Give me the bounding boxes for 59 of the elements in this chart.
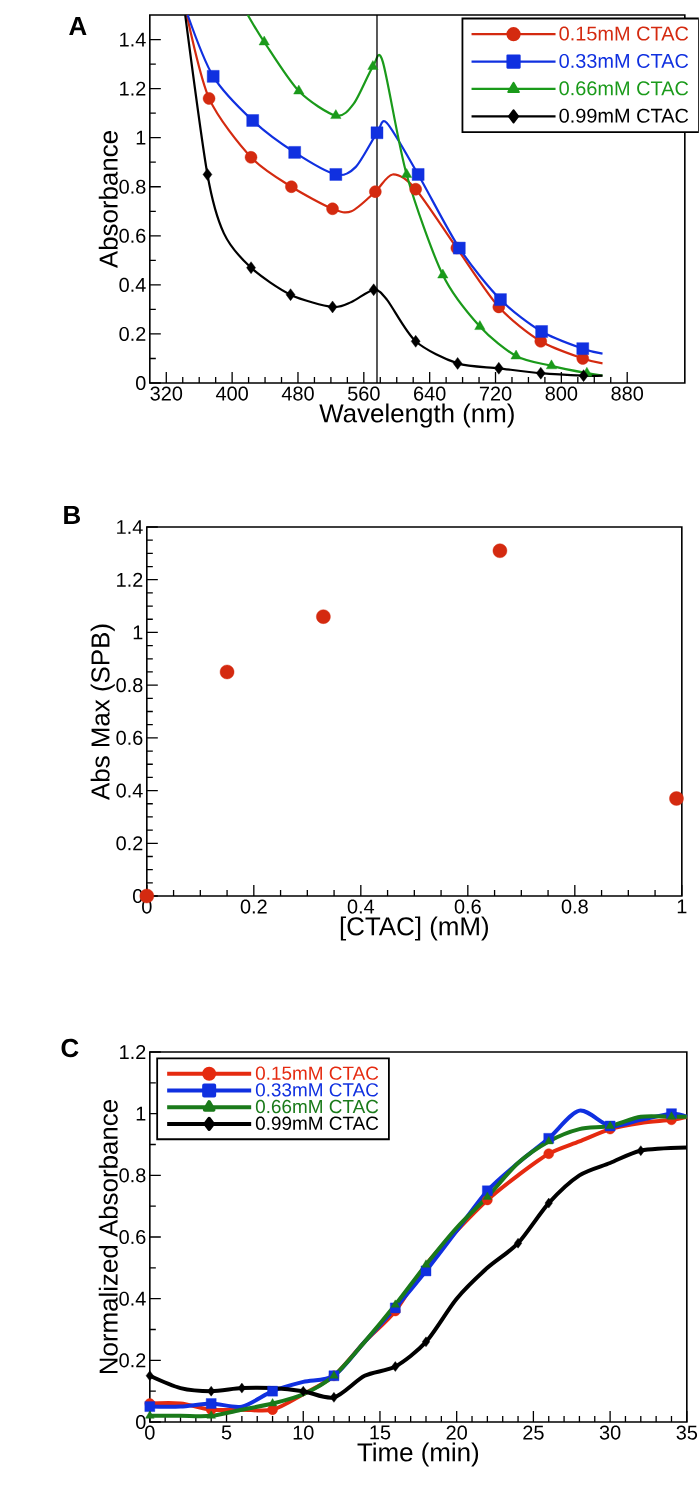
y-tick-label: 0.2	[116, 836, 143, 851]
legend-label: 0.33mM CTAC	[255, 1083, 379, 1097]
y-axis-title: Normalized Absorbance	[98, 1100, 118, 1374]
x-tick-label: 560	[348, 386, 380, 401]
y-tick-label: 0.4	[116, 783, 143, 798]
y-tick-label: 0.8	[119, 1168, 146, 1183]
x-tick-label: 0.4	[347, 899, 375, 914]
y-tick-label: 0.8	[116, 678, 143, 693]
x-tick-label: 25	[523, 1425, 544, 1440]
y-tick-label: 0.4	[119, 1291, 146, 1306]
y-tick-label: 1.4	[120, 32, 146, 47]
y-axis-title: Abs Max (SPB)	[90, 624, 115, 800]
legend-label: 0.66mM CTAC	[255, 1099, 379, 1114]
y-tick-label: 0.2	[119, 326, 146, 341]
x-tick-label: 0.8	[561, 899, 588, 914]
y-tick-label: 0.4	[119, 277, 146, 292]
legend-label: 0.33mM CTAC	[559, 53, 689, 68]
x-axis-title: Wavelength (nm)	[319, 403, 514, 428]
x-tick-label: 640	[414, 386, 446, 401]
text: A	[69, 17, 87, 35]
x-tick-label: 400	[216, 386, 249, 401]
text: B	[64, 506, 81, 524]
y-tick-label: 0.6	[119, 228, 146, 243]
y-tick-label: 0	[136, 375, 146, 391]
y-tick-label: 1	[136, 130, 146, 145]
y-tick-label: 1	[133, 625, 143, 640]
y-tick-label: 0	[136, 1414, 146, 1430]
legend-label: 0.15mM CTAC	[255, 1066, 379, 1080]
x-axis-title: [CTAC] (mM)	[340, 916, 489, 941]
x-tick-label: 480	[281, 386, 314, 401]
y-axis-title: Absorbance	[98, 131, 118, 269]
x-tick-label: 0.2	[240, 899, 267, 914]
y-tick-label: 1	[136, 1106, 146, 1121]
y-tick-label: 0.8	[119, 179, 146, 194]
y-tick-label: 1.4	[117, 520, 143, 534]
y-tick-label: 0.6	[119, 1229, 146, 1245]
legend-label: 0.15mM CTAC	[559, 26, 689, 41]
x-tick-label: 0.6	[454, 899, 481, 914]
x-tick-label: 5	[221, 1425, 232, 1440]
legend-label: 0.66mM CTAC	[559, 81, 689, 96]
y-tick-label: 0.6	[116, 730, 143, 745]
y-tick-label: 0.2	[119, 1353, 146, 1368]
x-tick-label: 720	[480, 386, 512, 401]
legend-label: 0.99mM CTAC	[255, 1116, 379, 1130]
x-tick-label: 320	[150, 386, 183, 401]
x-tick-label: 1	[677, 899, 687, 914]
x-tick-label: 35	[676, 1425, 698, 1440]
x-tick-label: 10	[293, 1425, 314, 1440]
x-tick-label: 800	[545, 386, 578, 401]
x-tick-label: 15	[370, 1425, 391, 1440]
x-tick-label: 880	[611, 386, 644, 401]
x-tick-label: 20	[446, 1425, 468, 1440]
legend-label: 0.99mM CTAC	[559, 108, 689, 123]
text: C	[61, 1038, 79, 1058]
y-tick-label: 1.2	[120, 1045, 146, 1059]
x-tick-label: 30	[599, 1425, 621, 1440]
y-tick-label: 1.2	[120, 81, 146, 96]
y-tick-label: 1.2	[117, 572, 143, 587]
x-axis-title: Time (min)	[357, 1442, 479, 1467]
